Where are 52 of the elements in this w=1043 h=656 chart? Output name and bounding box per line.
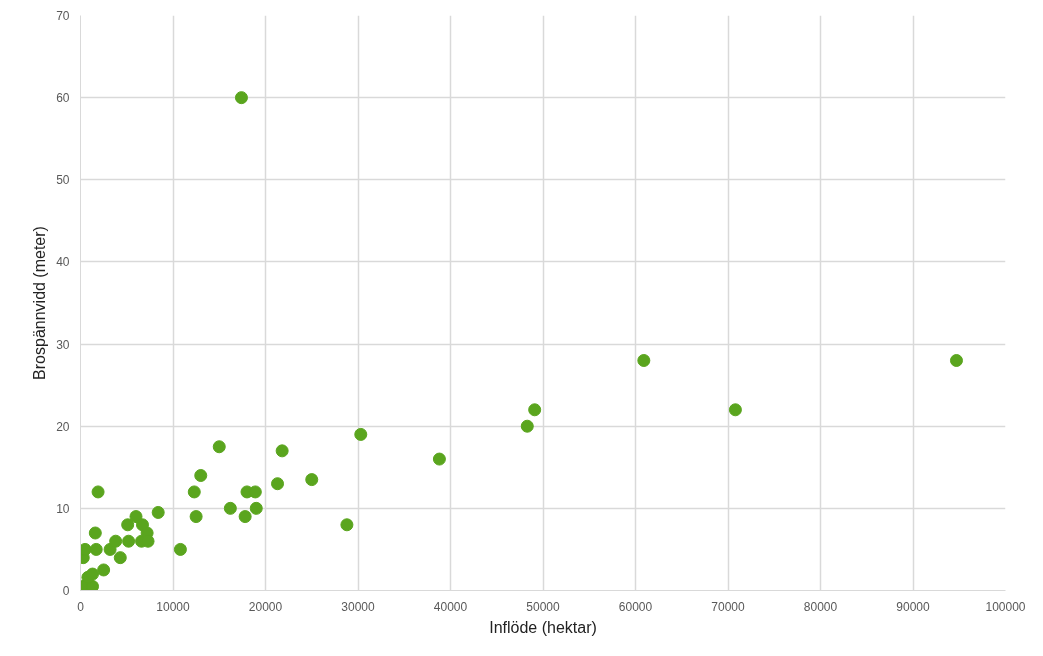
point <box>305 473 319 487</box>
point <box>113 551 127 565</box>
point <box>637 354 651 367</box>
point <box>121 518 135 532</box>
point <box>91 485 105 499</box>
point <box>173 542 187 556</box>
point <box>89 542 103 556</box>
point <box>234 91 248 105</box>
x-tick-label: 100000 <box>985 599 1026 614</box>
point <box>271 477 285 491</box>
y-tick-label: 20 <box>56 419 70 434</box>
x-axis-title: Inflöde (hektar) <box>489 618 597 636</box>
x-tick-label: 50000 <box>526 599 561 614</box>
point <box>340 518 354 532</box>
point <box>949 354 963 367</box>
y-tick-label: 30 <box>56 337 70 352</box>
x-tick-label: 40000 <box>433 599 468 614</box>
x-tick-label: 10000 <box>156 599 191 614</box>
point <box>187 485 201 499</box>
y-tick-label: 60 <box>56 91 70 106</box>
x-tick-label: 60000 <box>618 599 653 614</box>
point <box>432 452 446 466</box>
point <box>249 501 263 515</box>
point <box>194 469 208 482</box>
y-tick-label: 50 <box>56 173 70 188</box>
x-tick-label: 90000 <box>896 599 931 614</box>
point <box>520 419 534 433</box>
x-tick-label: 20000 <box>248 599 283 614</box>
point <box>728 403 742 417</box>
point <box>223 501 237 515</box>
point <box>88 526 102 540</box>
x-tick-label: 70000 <box>711 599 746 614</box>
y-tick-label: 70 <box>56 9 70 23</box>
y-tick-label: 40 <box>56 255 70 270</box>
y-tick-label: 0 <box>62 584 70 598</box>
point <box>86 567 100 581</box>
y-tick-label: 10 <box>56 501 70 516</box>
point <box>212 440 226 454</box>
y-axis-title: Brospännvidd (meter) <box>31 226 49 380</box>
x-tick-label: 80000 <box>803 599 838 614</box>
point <box>109 534 123 548</box>
point <box>354 427 368 441</box>
x-tick-label: 30000 <box>341 599 376 614</box>
point <box>97 563 111 577</box>
point <box>238 510 252 524</box>
point <box>151 505 165 519</box>
point <box>122 534 136 548</box>
point <box>80 542 92 556</box>
point <box>189 510 203 524</box>
x-tick-label: 0 <box>77 599 85 614</box>
point <box>528 403 542 417</box>
point <box>275 444 289 458</box>
